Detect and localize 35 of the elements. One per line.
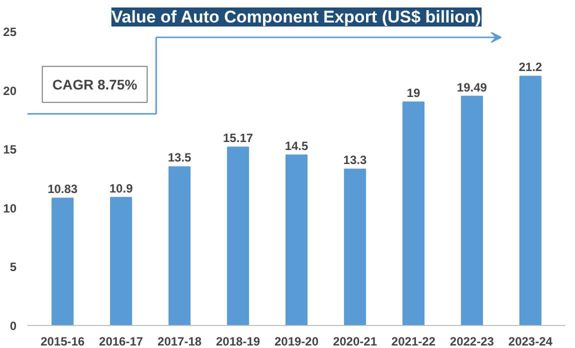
y-tick-label: 0 bbox=[10, 319, 17, 333]
bar bbox=[285, 154, 308, 326]
x-tick-label: 2015-16 bbox=[40, 334, 85, 348]
x-tick-label: 2021-22 bbox=[391, 334, 436, 348]
bar bbox=[402, 102, 424, 326]
chart-title: Value of Auto Component Export (US$ billion) bbox=[111, 8, 481, 26]
data-label: 10.9 bbox=[109, 181, 134, 196]
bar bbox=[344, 168, 366, 326]
bar bbox=[226, 146, 250, 326]
bar bbox=[168, 166, 191, 326]
data-label: 19.49 bbox=[456, 80, 488, 94]
y-tick-label: 25 bbox=[3, 25, 17, 39]
data-label: 13.3 bbox=[343, 153, 367, 168]
y-tick-label: 20 bbox=[3, 84, 17, 98]
data-label: 13.5 bbox=[168, 150, 192, 165]
bar bbox=[52, 198, 74, 326]
data-label: 14.5 bbox=[284, 138, 309, 153]
x-tick-label: 2019-20 bbox=[274, 334, 319, 348]
x-tick-label: 2020-21 bbox=[332, 334, 378, 348]
data-label: 15.17 bbox=[223, 131, 254, 146]
x-tick-label: 2023-24 bbox=[508, 334, 553, 348]
data-label: 21.2 bbox=[518, 60, 542, 74]
bar bbox=[519, 76, 542, 326]
x-tick-label: 2016-17 bbox=[99, 334, 144, 348]
y-tick-label: 5 bbox=[10, 260, 17, 274]
bar bbox=[110, 196, 132, 326]
x-tick-label: 2022-23 bbox=[450, 334, 494, 348]
data-label: 10.83 bbox=[48, 182, 78, 196]
data-label: 19 bbox=[406, 86, 420, 100]
annotation: CAGR 8.75% bbox=[52, 76, 138, 92]
x-tick-label: 2017-18 bbox=[158, 334, 202, 348]
bar bbox=[460, 96, 483, 326]
y-tick-label: 15 bbox=[3, 142, 17, 157]
y-tick-label: 10 bbox=[3, 201, 17, 216]
x-tick-label: 2018-19 bbox=[216, 334, 260, 348]
